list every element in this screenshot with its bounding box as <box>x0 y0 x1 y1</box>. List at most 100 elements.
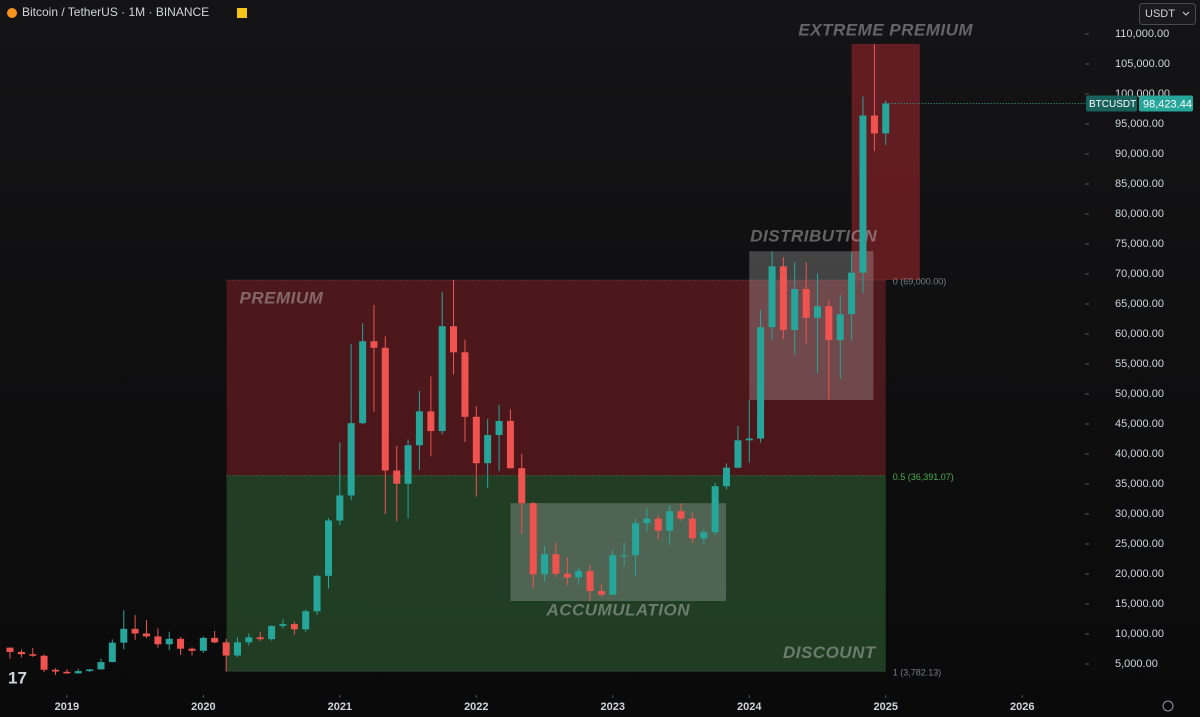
candle-body <box>472 416 480 464</box>
y-tick-label: 75,000.00 <box>1115 238 1164 250</box>
candle-body <box>802 289 810 318</box>
candle-body <box>677 511 685 519</box>
y-tick-label: 95,000.00 <box>1115 118 1164 130</box>
candle-body <box>290 624 298 630</box>
candle-body <box>188 648 196 651</box>
candle-body <box>541 554 549 575</box>
axes: 5,000.00 10,000.00 15,000.00 20,000.00 25,00… <box>55 28 1193 713</box>
candle-body <box>586 571 594 592</box>
candle-body <box>620 555 628 557</box>
candle-body <box>233 642 241 656</box>
candle-body <box>791 289 799 330</box>
candle-body <box>597 591 605 595</box>
candle-body <box>63 671 71 674</box>
zone-label: ACCUMULATION <box>545 600 690 619</box>
y-tick-label: 30,000.00 <box>1115 508 1164 520</box>
zone-label: DISTRIBUTION <box>750 227 877 246</box>
candle-body <box>17 651 25 655</box>
candle-body <box>609 555 617 595</box>
level-label: 1 (3,782.13) <box>893 668 942 678</box>
candle-body <box>370 341 378 348</box>
candle-body <box>52 669 60 672</box>
candle-body <box>700 532 708 539</box>
zone-label: EXTREME PREMIUM <box>798 20 973 39</box>
candle-body <box>131 628 139 634</box>
flag-icon <box>237 8 247 18</box>
y-tick-label: 20,000.00 <box>1115 568 1164 580</box>
candle-body <box>825 306 833 341</box>
symbol-icon <box>7 8 17 18</box>
candle-body <box>245 637 253 643</box>
candle-body <box>404 445 412 484</box>
x-tick-label: 2022 <box>464 701 488 713</box>
candle-body <box>154 636 162 645</box>
y-tick-label: 25,000.00 <box>1115 538 1164 550</box>
y-tick-label: 35,000.00 <box>1115 478 1164 490</box>
dropdown-arrow[interactable] <box>1182 11 1190 16</box>
y-tick-label: 60,000.00 <box>1115 328 1164 340</box>
settings-icon[interactable] <box>1162 700 1174 712</box>
candle-body <box>745 438 753 441</box>
plot-area: PREMIUM DISCOUNT EXTREME PREMIUM DISTRIBUTI… <box>6 20 973 678</box>
candle-body <box>711 486 719 533</box>
y-tick-label: 40,000.00 <box>1115 448 1164 460</box>
candle-body <box>74 671 82 674</box>
candle-body <box>643 518 651 524</box>
y-tick-label: 10,000.00 <box>1115 628 1164 640</box>
candle-body <box>199 637 207 651</box>
candle-body <box>518 468 526 504</box>
y-tick-label: 90,000.00 <box>1115 148 1164 160</box>
candle-body <box>6 647 14 652</box>
x-tick-label: 2026 <box>1010 701 1034 713</box>
candle-body <box>734 440 742 468</box>
y-tick-label: 55,000.00 <box>1115 358 1164 370</box>
candle-body <box>108 642 116 663</box>
candle-body <box>325 520 333 576</box>
tv-logo: 17 <box>8 668 27 687</box>
y-tick-label: 70,000.00 <box>1115 268 1164 280</box>
y-tick-label: 50,000.00 <box>1115 388 1164 400</box>
x-tick-label: 2020 <box>191 701 215 713</box>
y-tick-label: 80,000.00 <box>1115 208 1164 220</box>
y-tick-label: 110,000.00 <box>1115 28 1169 40</box>
candle-body <box>120 628 128 643</box>
zone <box>226 280 886 476</box>
y-tick-label: 15,000.00 <box>1115 598 1164 610</box>
candle-body <box>757 327 765 439</box>
x-tick-label: 2024 <box>737 701 762 713</box>
candle-body <box>142 633 150 637</box>
candle-body <box>688 518 696 539</box>
candle-body <box>347 423 355 496</box>
candle-body <box>654 518 662 531</box>
y-tick-label: 85,000.00 <box>1115 178 1164 190</box>
candle-body <box>381 347 389 471</box>
candle-body <box>359 341 367 424</box>
candle-body <box>427 411 435 432</box>
zone <box>510 503 727 601</box>
candle-body <box>882 103 890 134</box>
candle-body <box>779 266 787 330</box>
price-symbol-tag <box>1086 95 1137 112</box>
candle-body <box>461 352 469 417</box>
x-tick-label: 2025 <box>873 701 897 713</box>
candle-body <box>859 115 867 273</box>
candle-body <box>268 625 276 640</box>
candle-body <box>563 573 571 578</box>
candle-body <box>848 272 856 315</box>
candle-body <box>722 467 730 487</box>
candle-body <box>484 435 492 464</box>
candle-body <box>313 575 321 612</box>
x-tick-label: 2019 <box>55 701 79 713</box>
currency-label[interactable]: USDT <box>1145 8 1175 20</box>
level-label: 0.5 (36,391.07) <box>893 472 954 482</box>
candle-body <box>495 420 503 436</box>
y-tick-label: 105,000.00 <box>1115 58 1170 70</box>
candle-body <box>552 554 560 574</box>
candle-body <box>575 571 583 578</box>
candle-body <box>529 503 537 575</box>
candle-body <box>836 314 844 341</box>
currency-select[interactable] <box>1139 3 1196 25</box>
candle-body <box>165 638 173 645</box>
